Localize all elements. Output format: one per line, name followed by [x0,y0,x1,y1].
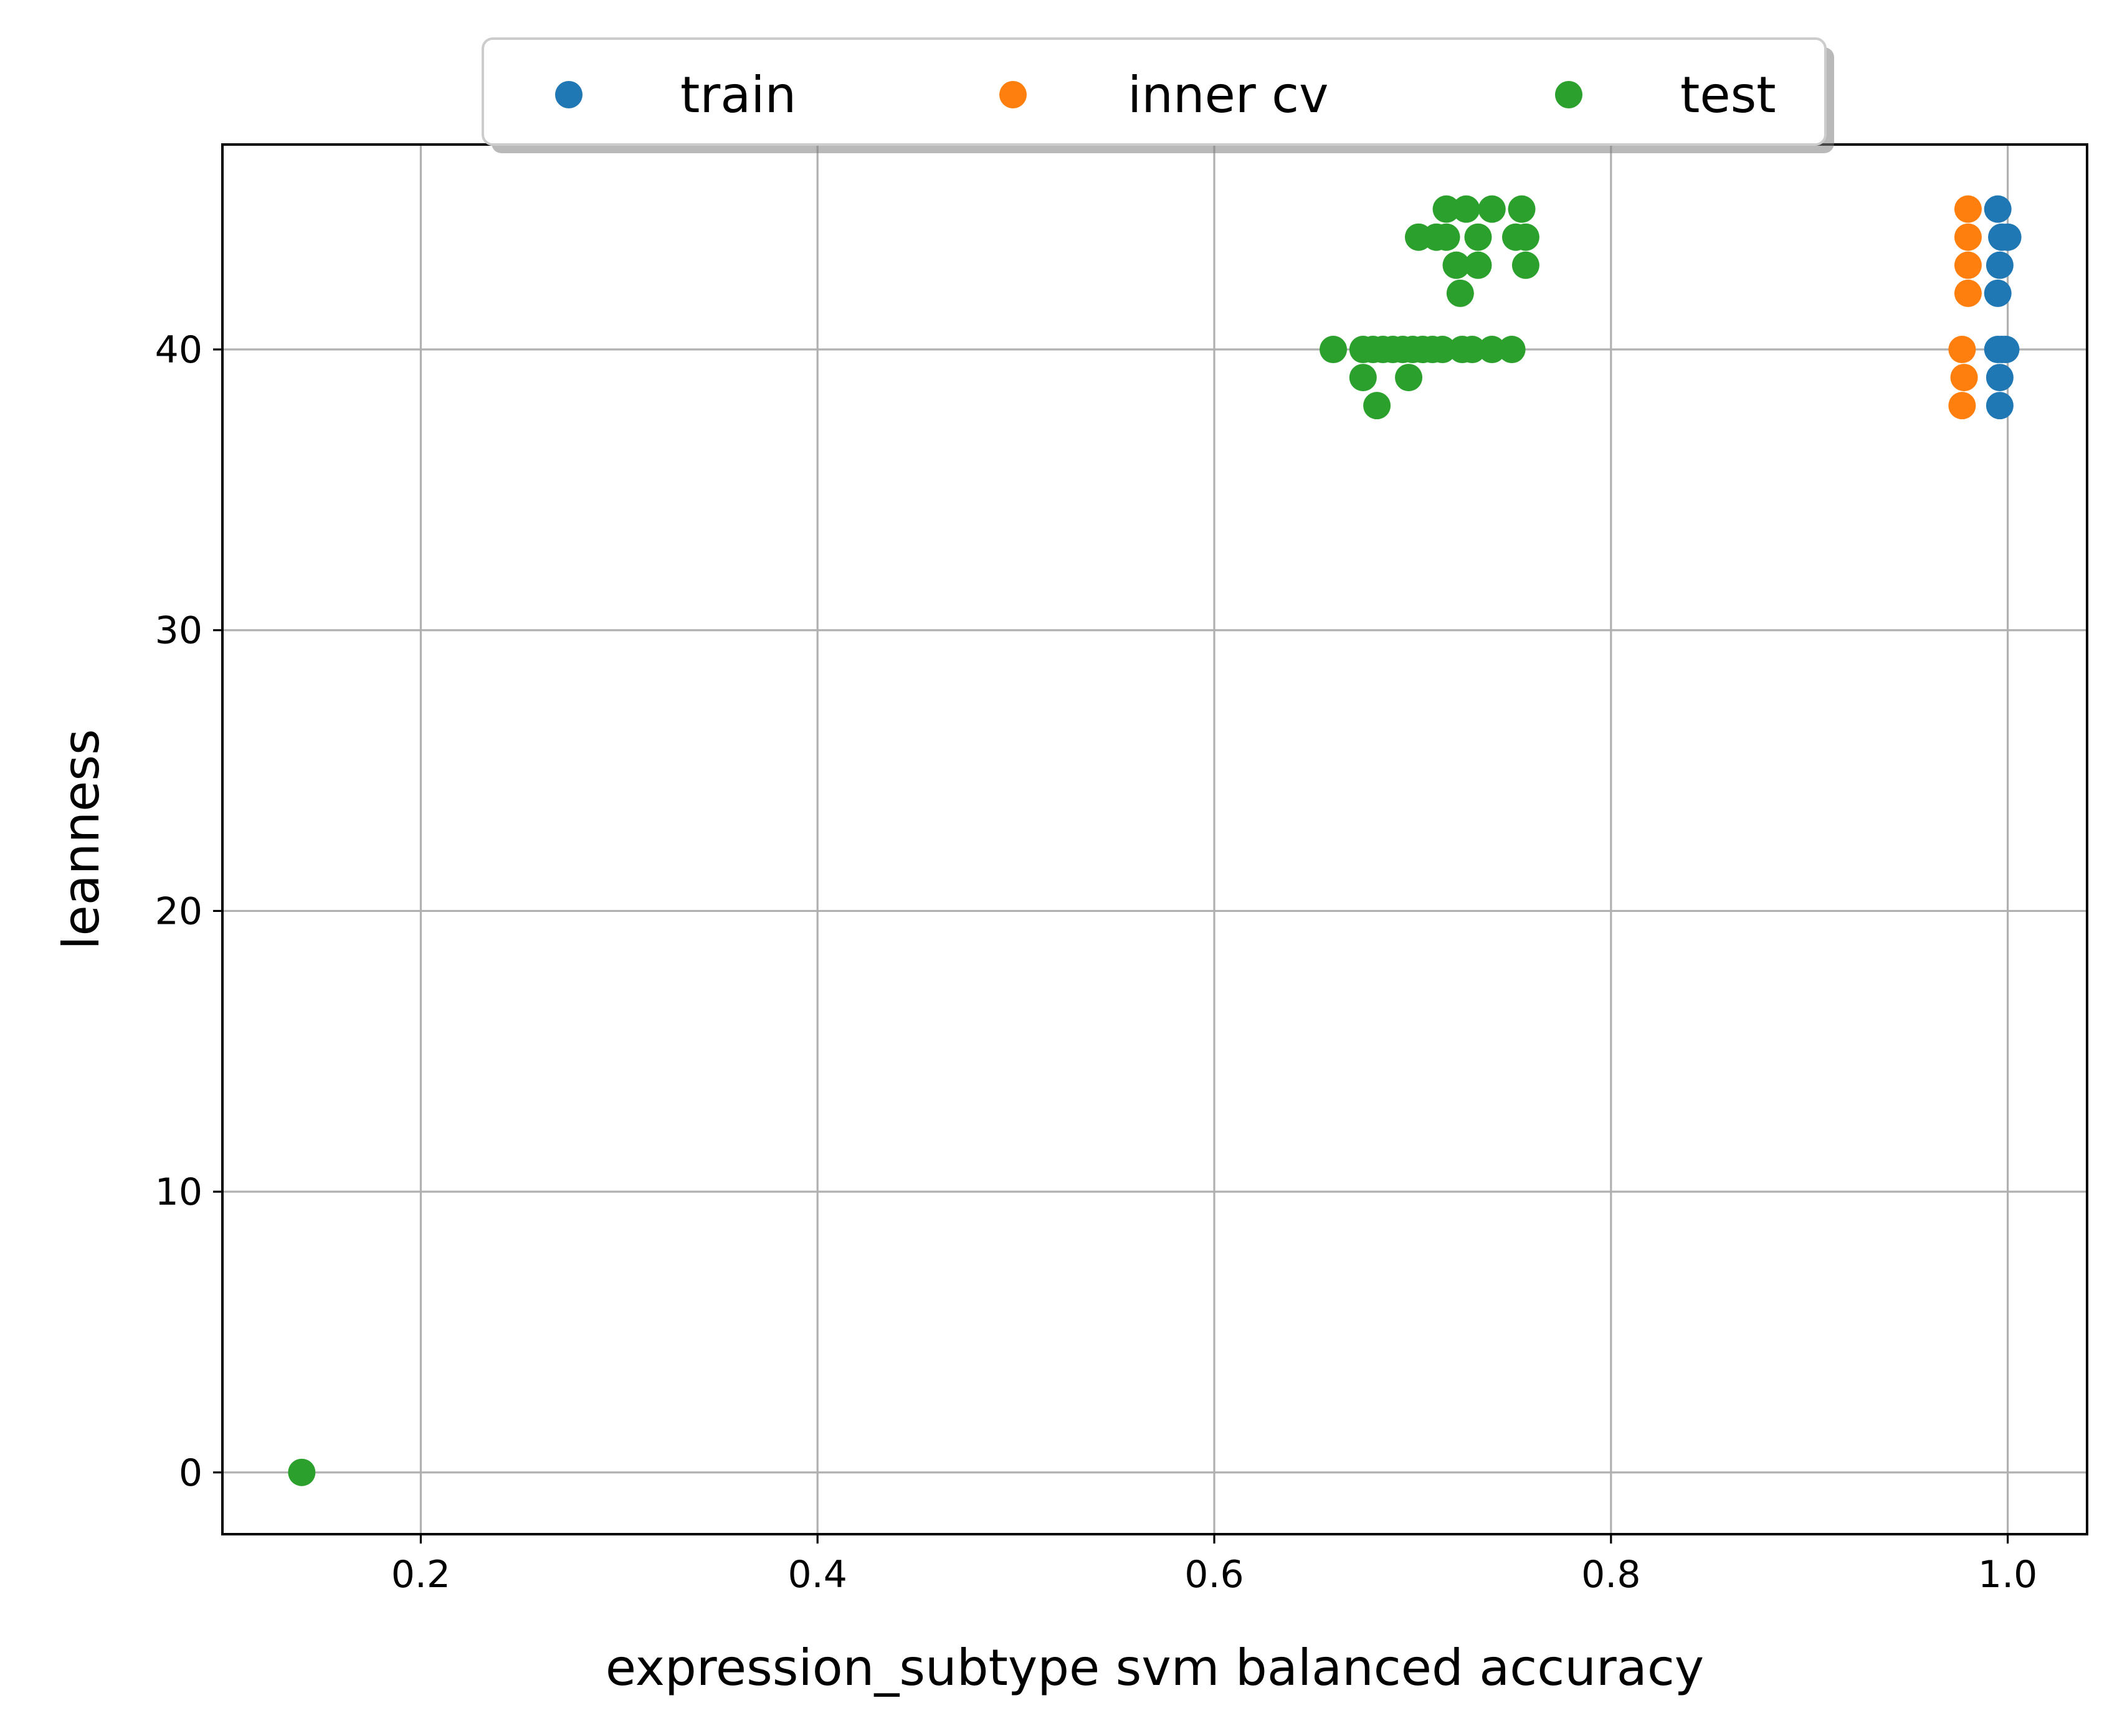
x-tick-label: 0.4 [788,1553,847,1596]
point-train [1986,251,2014,279]
y-tick-label: 0 [179,1451,202,1495]
y-tick-label: 20 [155,889,202,933]
x-tick-label: 0.6 [1184,1553,1244,1596]
point-train [1984,279,2012,307]
x-axis-label: expression_subtype svm balanced accuracy [606,1639,1704,1697]
point-test [1442,251,1470,279]
point-test [1429,336,1457,364]
point-inner-cv [1954,223,1982,251]
point-test [1363,392,1391,420]
legend-marker-inner-cv [999,81,1027,108]
legend-label-train: train [680,66,796,124]
point-test [288,1458,316,1486]
legend-label-test: test [1680,66,1776,124]
point-test [1478,195,1506,223]
x-tick-label: 0.8 [1581,1553,1640,1596]
point-train [1992,336,2020,364]
y-axis-label: leanness [52,729,110,949]
y-tick-label: 10 [155,1170,202,1214]
grid [222,145,2087,1534]
point-test [1349,364,1377,392]
y-tick-label: 30 [155,609,202,653]
point-test [1511,223,1539,251]
point-test [1498,336,1526,364]
point-inner-cv [1954,195,1982,223]
point-train [1986,392,2014,420]
point-test [1446,279,1474,307]
point-test [1432,195,1460,223]
point-test [1464,251,1492,279]
legend-marker-test [1555,81,1582,108]
point-inner-cv [1948,392,1976,420]
point-train [1984,195,2012,223]
point-train [1986,364,2014,392]
point-test [1511,251,1539,279]
point-inner-cv [1954,251,1982,279]
legend-box [482,37,1827,146]
point-inner-cv [1954,279,1982,307]
point-train [1994,223,2022,251]
point-test [1458,336,1486,364]
point-test [1432,223,1460,251]
y-tick-label: 40 [155,328,202,372]
point-test [1508,195,1536,223]
legend: train inner cv test [482,37,1834,153]
legend-label-inner-cv: inner cv [1128,66,1329,124]
point-test [1478,336,1506,364]
data-points [288,195,2022,1486]
point-test [1395,364,1423,392]
x-tick-label: 0.2 [391,1553,450,1596]
point-test [1320,336,1348,364]
x-tick-label: 1.0 [1978,1553,2037,1596]
point-inner-cv [1950,364,1978,392]
legend-marker-train [555,81,583,108]
point-test [1464,223,1492,251]
point-inner-cv [1948,336,1976,364]
point-test [1452,195,1480,223]
axis-ticks: 0.2 0.4 0.6 0.8 1.0 0 10 20 30 40 [155,328,2038,1596]
